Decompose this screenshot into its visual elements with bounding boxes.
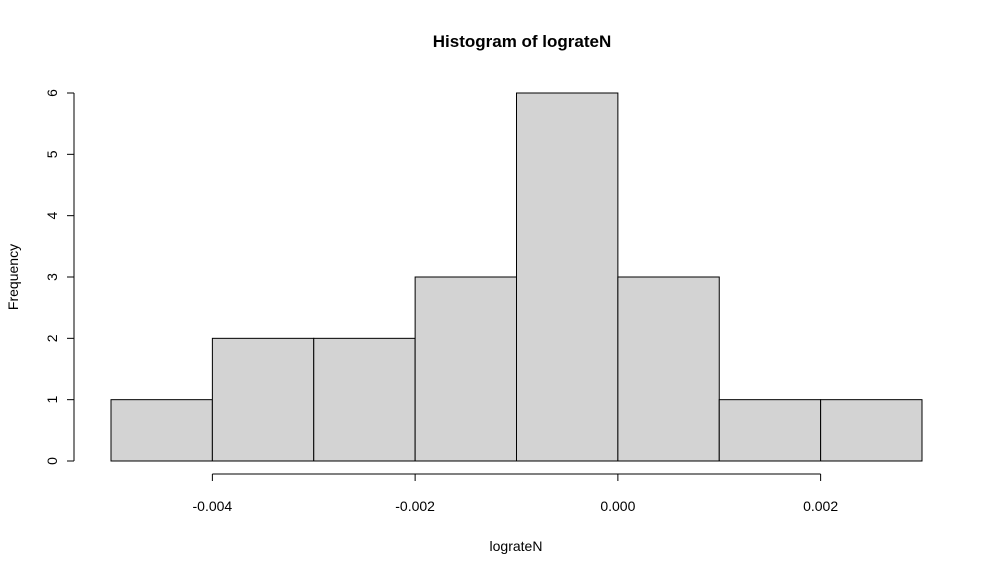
histogram-bar <box>718 399 822 462</box>
y-tick-label: 2 <box>44 334 60 342</box>
x-axis: -0.004 -0.002 0.000 0.002 <box>193 473 838 514</box>
x-tick-label: -0.002 <box>395 498 435 514</box>
x-tick-label: -0.004 <box>193 498 233 514</box>
histogram-bar <box>313 337 416 462</box>
histogram-bar <box>414 276 517 462</box>
y-axis-label: Frequency <box>5 244 21 310</box>
histogram-bar <box>516 92 619 462</box>
x-tick-label: 0.000 <box>600 498 635 514</box>
y-tick-label: 3 <box>44 273 60 281</box>
y-tick-label: 0 <box>44 457 60 465</box>
y-axis: 0 1 2 3 4 5 6 <box>44 89 75 465</box>
histogram-bar <box>211 337 315 462</box>
x-axis-label: lograteN <box>490 538 543 554</box>
histogram-bar <box>617 276 720 462</box>
histogram-bar <box>110 399 213 462</box>
bars-group <box>110 92 923 462</box>
y-tick-label: 6 <box>44 89 60 97</box>
y-tick-label: 5 <box>44 150 60 158</box>
histogram-bar <box>820 399 923 462</box>
x-tick-label: 0.002 <box>803 498 838 514</box>
chart-title: Histogram of lograteN <box>433 32 612 51</box>
y-tick-label: 1 <box>44 396 60 404</box>
y-tick-label: 4 <box>44 212 60 220</box>
